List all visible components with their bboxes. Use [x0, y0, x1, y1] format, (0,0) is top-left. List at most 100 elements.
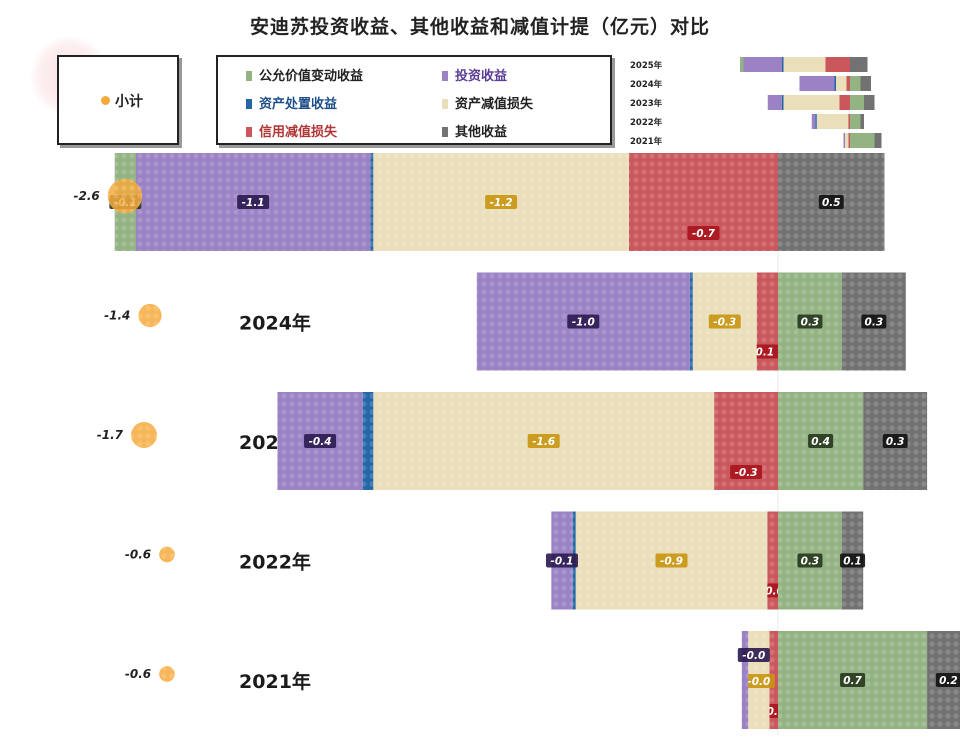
subtotal-size-legend: 小计: [57, 55, 179, 145]
bar-texture: [741, 631, 749, 729]
subtotal-label: -2.6: [74, 189, 100, 203]
data-label-bg: [742, 674, 775, 688]
mini-year-label: 2021年: [630, 136, 663, 147]
legend-item-investment: 投资收益: [442, 65, 507, 84]
data-label: -0.3: [713, 317, 736, 329]
bar-texture: [689, 272, 693, 371]
data-label: -1.1: [242, 197, 265, 209]
data-label: 0.1: [843, 556, 862, 568]
mini-bar-segment: [811, 114, 816, 129]
mini-bar-segment: [839, 95, 850, 110]
legend-label: 公允价值变动收益: [259, 69, 364, 84]
data-label: -1.6: [532, 436, 555, 448]
mini-bar-segment: [834, 76, 836, 91]
subtotal-legend-dot: [101, 96, 110, 105]
data-label-bg: [737, 648, 770, 662]
legend-swatch: [442, 71, 448, 81]
data-label: -0.3: [735, 467, 758, 479]
subtotal-bubble-texture: [107, 178, 143, 214]
subtotal-label: -1.4: [104, 309, 130, 323]
subtotal-label: -0.6: [125, 548, 151, 562]
legend-swatch: [442, 99, 448, 109]
data-label: -1.0: [572, 317, 595, 329]
data-label: -0.0: [747, 676, 770, 688]
data-label: -0.4: [309, 436, 332, 448]
data-label-bg: [861, 314, 887, 329]
legend-item-fair-value: 公允价值变动收益: [246, 65, 363, 84]
legend-label: 其他收益: [455, 125, 508, 140]
mini-bar-segment: [850, 95, 864, 110]
mini-bar-segment: [781, 95, 784, 110]
data-label: -0.7: [692, 228, 716, 240]
data-label-bg: [567, 314, 600, 329]
mini-bar-segment: [816, 114, 849, 129]
mini-bar-segment: [783, 95, 840, 110]
mini-year-label: 2024年: [630, 79, 663, 90]
data-label-bg: [655, 553, 688, 568]
mini-bar-segment: [850, 114, 861, 129]
mini-bar-segment: [843, 133, 845, 148]
data-label-bg: [935, 673, 960, 687]
legend-item-credit-impairment: 信用减值损失: [246, 121, 337, 140]
legend-label: 投资收益: [455, 69, 508, 84]
data-label-bg: [797, 553, 823, 568]
legend-label: 资产减值损失: [455, 97, 534, 112]
main-bars-group: 2025年-0.7-1.2-1.1-0.10.52024年-0.1-0.3-1.…: [109, 150, 960, 735]
legend-label: 信用减值损失: [259, 125, 338, 140]
subtotal-bubbles-group: -2.6 -1.4 -1.7 -0.6 -0.6: [74, 178, 175, 682]
mini-bar-segment: [864, 95, 875, 110]
year-label: 2021年: [239, 670, 311, 693]
data-label-bg: [840, 553, 866, 568]
data-label: -0.0: [742, 650, 765, 662]
data-label-bg: [818, 195, 844, 209]
data-label-bg: [882, 434, 908, 448]
data-label-bg: [808, 434, 834, 448]
year-label: 2022年: [239, 551, 311, 574]
bar-texture: [767, 511, 778, 610]
data-label: -0.1: [551, 556, 574, 568]
mini-bar-segment: [874, 133, 882, 148]
data-label: -0.9: [660, 556, 683, 568]
mini-bar-segment: [783, 57, 826, 72]
data-label-bg: [708, 314, 741, 329]
mini-bar-segment: [799, 76, 835, 91]
subtotal-bubble-texture: [159, 546, 175, 563]
legend-item-disposal: 资产处置收益: [246, 93, 337, 112]
bar-texture: [370, 153, 374, 251]
subtotal-legend-label: 小计: [115, 94, 143, 110]
data-label: 0.7: [843, 675, 862, 687]
data-label: -0.1: [751, 347, 774, 359]
legend-swatch: [442, 127, 448, 137]
data-label-bg: [304, 434, 337, 448]
subtotal-bubble-texture: [138, 303, 162, 328]
mini-bar-segment: [815, 114, 817, 129]
mini-bar-segment: [860, 114, 864, 129]
legend-item-asset-impairment: 资产减值损失: [442, 93, 533, 112]
year-label: 2024年: [239, 312, 311, 335]
data-label: 0.5: [822, 197, 841, 209]
subtotal-label: -0.6: [125, 667, 151, 681]
subtotal-bubble-texture: [159, 666, 175, 682]
data-label-bg: [485, 195, 518, 209]
subtotal-label: -1.7: [97, 428, 124, 442]
mini-overview-group: 2025年 2024年 2023年 2022年 2021年: [630, 57, 882, 148]
legend-swatch: [246, 99, 252, 109]
mini-bar-segment: [767, 95, 782, 110]
mini-year-label: 2023年: [630, 98, 663, 109]
mini-year-label: 2022年: [630, 117, 663, 128]
mini-bar-segment: [743, 57, 782, 72]
data-label: 0.3: [801, 317, 820, 329]
data-label-bg: [840, 673, 866, 687]
legend-swatch: [246, 71, 252, 81]
data-label-bg: [797, 314, 823, 329]
subtotal-bubble-texture: [131, 422, 157, 448]
mini-bar-segment: [848, 114, 850, 129]
mini-bar-segment: [740, 57, 744, 72]
data-label-bg: [546, 553, 578, 568]
data-label: -1.2: [490, 197, 513, 209]
mini-bar-segment: [850, 133, 875, 148]
mini-bar-segment: [850, 57, 868, 72]
data-label: 0.4: [811, 436, 830, 448]
data-label: 0.3: [801, 556, 820, 568]
data-label-bg: [237, 195, 270, 209]
